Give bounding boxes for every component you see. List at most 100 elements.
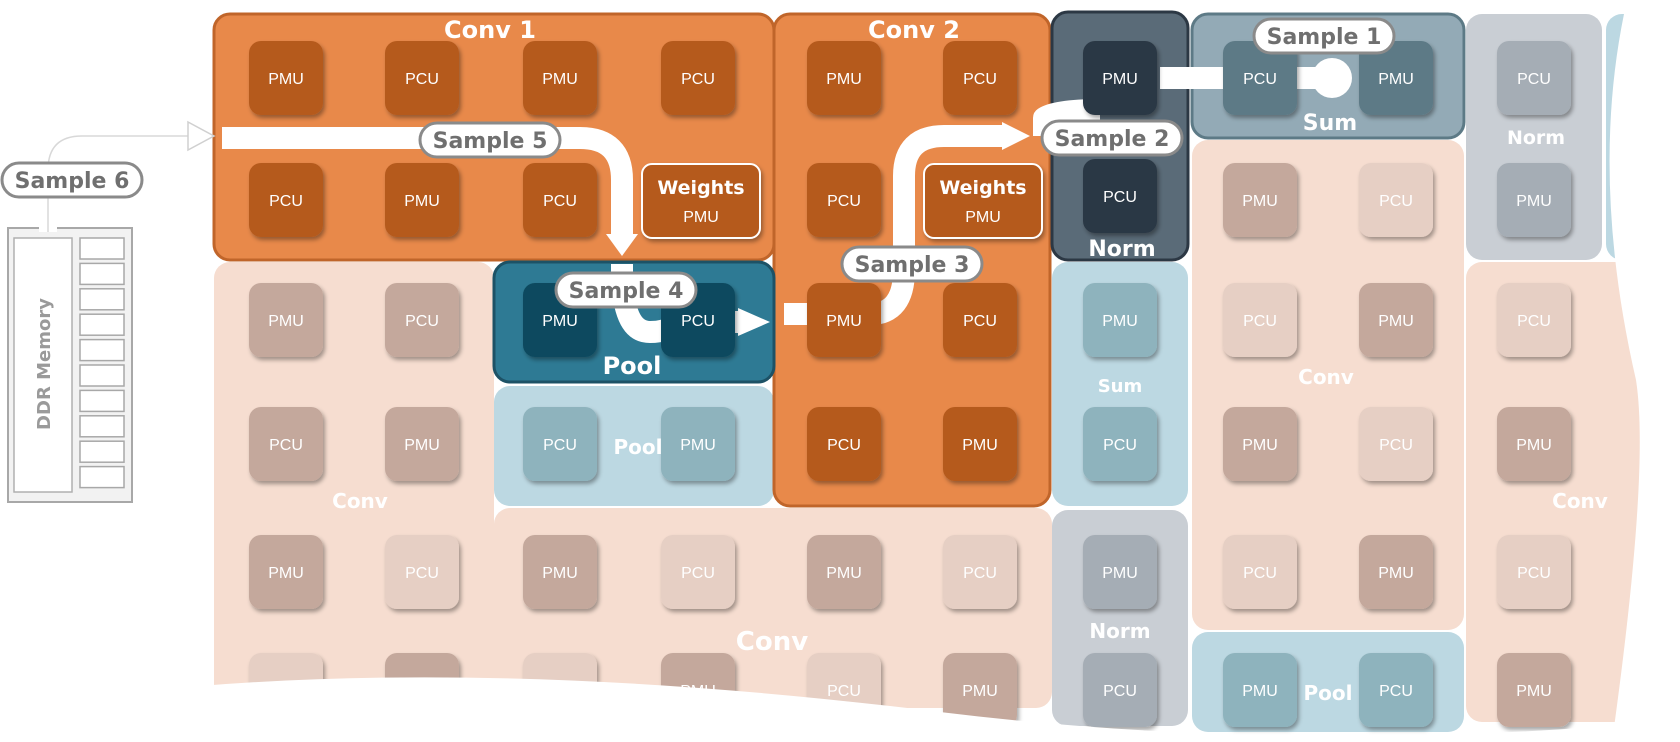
pmu-label: PMU: [1516, 437, 1552, 454]
unit-tile: [807, 163, 881, 237]
pmu-label: PMU: [1102, 313, 1138, 330]
sum-faded-label: Sum: [1098, 376, 1143, 397]
unit-tile: [1497, 653, 1571, 727]
unit-tile: [1359, 163, 1433, 237]
norm-unit: PMU: [1083, 41, 1157, 115]
unit-tile: [385, 407, 459, 481]
pcu-label: PCU: [1103, 683, 1137, 700]
sum-unit: PCU: [1223, 41, 1297, 115]
pcu-label: PCU: [1379, 193, 1413, 210]
conv-faded-unit: PCU: [1223, 283, 1297, 357]
unit-tile: [1359, 535, 1433, 609]
pmu-label: PMU: [1242, 683, 1278, 700]
sample-text: Sample 6: [15, 169, 130, 194]
pmu-label: PMU: [826, 313, 862, 330]
unit-tile: [249, 41, 323, 115]
conv-faded-unit: PMU: [1497, 407, 1571, 481]
conv-faded-unit: PMU: [1359, 283, 1433, 357]
compute-units: PMU PCU PMU PCU PCU PMU PCU PMU PCU PCU PMU PCU PCU P…: [249, 41, 1571, 727]
ddr-cell: [79, 364, 125, 387]
unit-tile: [1223, 41, 1297, 115]
sample4-arrowhead: [738, 308, 770, 336]
sample-3-label: Sample 3: [840, 245, 984, 283]
weights-label: Weights: [939, 177, 1026, 199]
sample3-path: [869, 125, 1004, 325]
pmu-label: PMU: [1242, 437, 1278, 454]
conv-faded-region: [494, 508, 1052, 708]
sample-5-label: Sample 5: [418, 121, 562, 159]
sample-paths: [39, 58, 1352, 344]
conv-faded-unit: PMU: [523, 535, 597, 609]
unit-tile: [1359, 41, 1433, 115]
sample6-arrowhead: [187, 120, 216, 152]
unit-tile: [1083, 653, 1157, 727]
pcu-label: PCU: [963, 313, 997, 330]
ddr-cell: [79, 237, 125, 260]
unit-tile: [943, 653, 1017, 727]
pmu-label: PMU: [404, 193, 440, 210]
unit-tile: [661, 41, 735, 115]
norm-faded-label: Norm: [1507, 127, 1565, 149]
conv2-unit: PCU: [807, 163, 881, 237]
pmu-label: PMU: [268, 313, 304, 330]
conv-faded-unit: PCU: [1359, 407, 1433, 481]
norm-unit: PCU: [1083, 159, 1157, 233]
pmu-label: PMU: [1378, 565, 1414, 582]
pcu-label: PCU: [827, 437, 861, 454]
norm-label: Norm: [1088, 237, 1155, 262]
sample-pill: [840, 245, 984, 283]
conv-faded-unit: PCU: [1359, 163, 1433, 237]
sample1-loop: [1312, 58, 1352, 98]
sample-pill: [1252, 17, 1396, 55]
pcu-label: PCU: [269, 193, 303, 210]
unit-tile: [523, 163, 597, 237]
pcu-label: PCU: [405, 565, 439, 582]
conv-faded-unit: PMU: [249, 283, 323, 357]
sample-pill: [418, 121, 562, 159]
pcu-label: PCU: [543, 437, 577, 454]
unit-tile: [1359, 283, 1433, 357]
sample-text: Sample 1: [1267, 25, 1382, 50]
unit-tile: [1223, 163, 1297, 237]
conv-faded-unit: PMU: [249, 535, 323, 609]
sample-pill: [0, 161, 144, 199]
conv-faded-label: Conv: [1298, 365, 1354, 389]
conv2-unit: PMU: [807, 283, 881, 357]
unit-tile: [1359, 653, 1433, 727]
unit-tile: [1497, 163, 1571, 237]
sample-6-label: Sample 6: [0, 161, 144, 199]
unit-tile: [1083, 535, 1157, 609]
unit-tile: [943, 41, 1017, 115]
norm-faded-unit: PMU: [1497, 163, 1571, 237]
conv-faded-unit: PMU: [1359, 535, 1433, 609]
unit-tile: [385, 535, 459, 609]
unit-tile: [943, 535, 1017, 609]
pcu-label: PCU: [1517, 71, 1551, 88]
sample-text: Sample 5: [433, 129, 548, 154]
unit-tile: [523, 407, 597, 481]
pcu-label: PCU: [1103, 189, 1137, 206]
sample-text: Sample 2: [1055, 127, 1170, 152]
conv-faded-unit: PCU: [385, 535, 459, 609]
pcu-label: PCU: [681, 71, 715, 88]
unit-tile: [807, 283, 881, 357]
unit-tile: [1497, 407, 1571, 481]
conv-faded-unit: PCU: [1223, 535, 1297, 609]
page-edge-mask: [200, 0, 1680, 742]
unit-tile: [807, 535, 881, 609]
pcu-label: PCU: [269, 437, 303, 454]
unit-tile: [1223, 407, 1297, 481]
pmu-label: PMU: [1378, 71, 1414, 88]
unit-tile: [1223, 535, 1297, 609]
pcu-label: PCU: [681, 565, 715, 582]
conv-faded-unit: PMU: [943, 653, 1017, 727]
ddr-memory: DDR Memory: [7, 227, 133, 503]
unit-tile: [807, 41, 881, 115]
conv-faded-unit: PMU: [1223, 163, 1297, 237]
norm-faded-label: Norm: [1089, 619, 1150, 643]
unit-tile: [1497, 283, 1571, 357]
conv2-unit: PMU: [943, 407, 1017, 481]
conv-faded-unit: PMU: [807, 535, 881, 609]
unit-tile: [249, 283, 323, 357]
pcu-label: PCU: [963, 565, 997, 582]
